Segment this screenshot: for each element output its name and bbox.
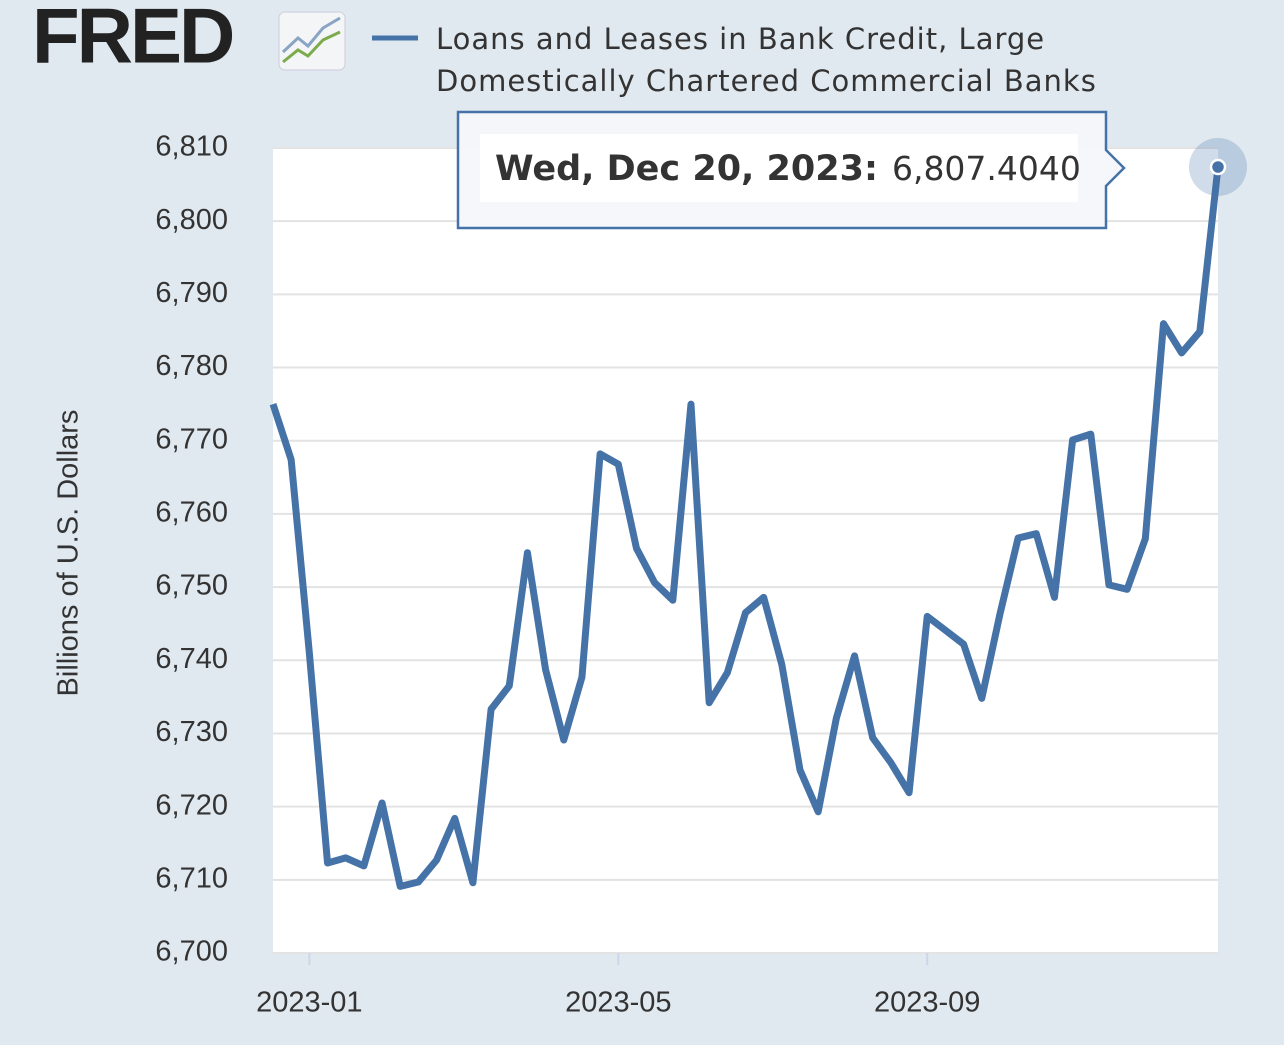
tooltip: Wed, Dec 20, 2023: 6,807.4040: [456, 110, 1126, 230]
y-tick-label: 6,730: [155, 716, 228, 748]
y-tick-label: 6,700: [155, 936, 228, 968]
y-tick-label: 6,770: [155, 423, 228, 455]
y-axis-label: Billions of U.S. Dollars: [53, 410, 85, 697]
plot-area: [273, 148, 1218, 953]
y-tick-label: 6,760: [155, 497, 228, 529]
y-tick-label: 6,740: [155, 643, 228, 675]
y-tick-label: 6,750: [155, 570, 228, 602]
y-tick-label: 6,800: [155, 204, 228, 236]
y-tick-label: 6,810: [155, 131, 228, 163]
y-tick-label: 6,720: [155, 789, 228, 821]
x-tick-label: 2023-09: [874, 987, 980, 1019]
y-tick-label: 6,780: [155, 350, 228, 382]
logo-icon: [278, 11, 346, 71]
y-tick-label: 6,790: [155, 277, 228, 309]
logo: FRED: [32, 0, 233, 80]
tooltip-value: 6,807.4040: [892, 149, 1081, 188]
x-tick-label: 2023-01: [256, 987, 362, 1019]
hover-point: [1209, 158, 1227, 176]
tooltip-date: Wed, Dec 20, 2023:: [495, 149, 878, 189]
legend-label: Loans and Leases in Bank Credit, Large D…: [436, 22, 1097, 98]
tooltip-inner: [480, 134, 1078, 202]
tooltip-text: Wed, Dec 20, 2023: 6,807.4040: [495, 149, 1081, 190]
data-line: [269, 166, 1222, 890]
x-tick-label: 2023-05: [565, 987, 671, 1019]
y-tick-label: 6,710: [155, 862, 228, 894]
